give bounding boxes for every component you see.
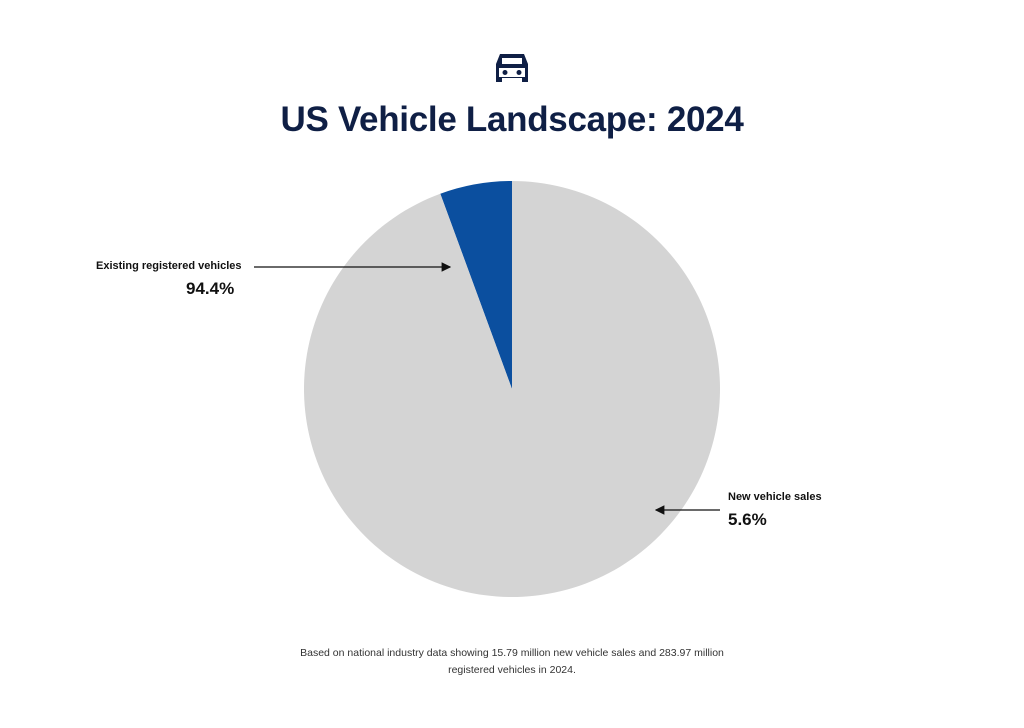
annotation-value-new: 5.6%: [728, 510, 767, 529]
pie-slice-existing-registered-vehicles: [304, 181, 720, 597]
annotation-label-existing: Existing registered vehicles: [96, 260, 242, 272]
annotation-label-new: New vehicle sales: [728, 491, 822, 503]
car-icon: [496, 54, 528, 82]
chart-title: US Vehicle Landscape: 2024: [280, 100, 744, 139]
footnote: Based on national industry data showing …: [300, 647, 724, 676]
pie-slice-new-vehicle-sales: [440, 181, 512, 389]
annotation-value-existing: 94.4%: [186, 279, 235, 298]
